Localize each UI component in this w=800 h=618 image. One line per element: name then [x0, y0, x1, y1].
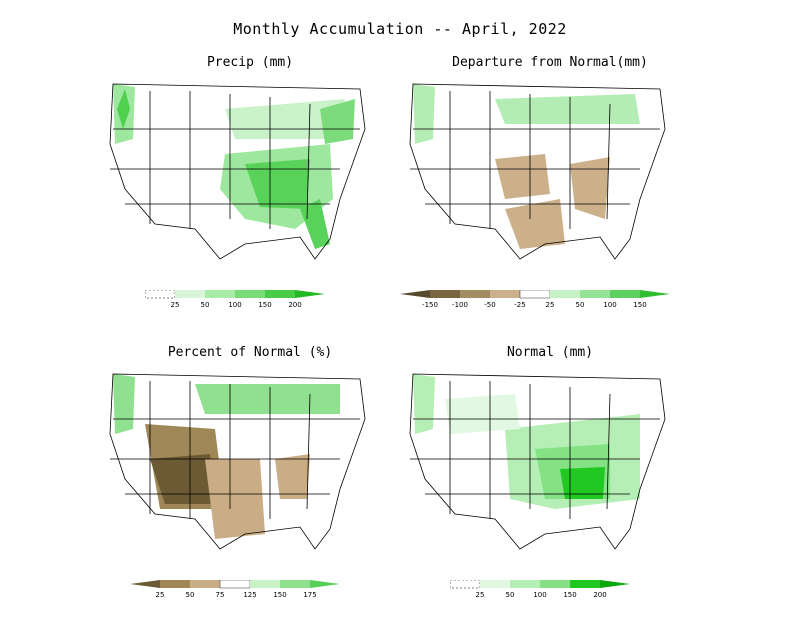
normal-panel-title: Normal (mm): [506, 345, 594, 360]
normal-colorbar-labels: 25 50 100 150 200: [476, 591, 607, 599]
departure-colorbar-label: 50: [576, 301, 585, 309]
normal-colorbar-label: 25: [476, 591, 485, 599]
normal-panel: Normal (mm) 25 50: [395, 345, 705, 599]
departure-map-fill: [407, 84, 665, 259]
departure-colorbar-label: 150: [633, 301, 646, 309]
departure-colorbar-label: -50: [484, 301, 495, 309]
percent-colorbar: 25 50 75 125 150 175: [130, 580, 370, 600]
precip-map-fill: [107, 84, 365, 259]
figure-title: Monthly Accumulation -- April, 2022: [233, 20, 567, 38]
departure-colorbar: -150 -100 -50 -25 25 50 100 150: [400, 290, 700, 310]
precip-colorbar-label: 100: [228, 301, 241, 309]
departure-colorbar-label: 25: [546, 301, 555, 309]
percent-colorbar-label: 75: [216, 591, 225, 599]
precip-panel-title: Precip (mm): [206, 55, 294, 70]
precip-colorbar-swatches: [145, 290, 325, 299]
normal-colorbar-label: 200: [593, 591, 606, 599]
departure-colorbar-label: -100: [452, 301, 468, 309]
departure-colorbar-label: -25: [514, 301, 525, 309]
departure-colorbar-label: -150: [422, 301, 438, 309]
precip-panel: Precip (mm) 2: [95, 55, 405, 309]
precip-colorbar: 25 50 100 150 200: [145, 290, 395, 310]
normal-colorbar-swatches: [450, 580, 630, 589]
percent-colorbar-swatches: [130, 580, 340, 589]
percent-colorbar-label: 50: [186, 591, 195, 599]
precip-colorbar-label: 25: [171, 301, 180, 309]
normal-map: [407, 373, 666, 550]
precip-map-boundaries: [109, 83, 366, 260]
departure-colorbar-labels: -150 -100 -50 -25 25 50 100 150: [422, 301, 647, 309]
normal-map-fill: [407, 374, 665, 549]
departure-panel: Departure from Normal(mm): [395, 55, 705, 309]
normal-colorbar-label: 150: [563, 591, 576, 599]
percent-map: [107, 373, 366, 550]
departure-colorbar-swatches: [400, 290, 670, 299]
precip-colorbar-label: 150: [258, 301, 271, 309]
departure-colorbar-label: 100: [603, 301, 616, 309]
precip-colorbar-label: 50: [201, 301, 210, 309]
percent-colorbar-label: 25: [156, 591, 165, 599]
precip-colorbar-label: 200: [288, 301, 301, 309]
percent-panel-title: Percent of Normal (%): [167, 345, 333, 360]
normal-colorbar-label: 100: [533, 591, 546, 599]
normal-map-boundaries: [409, 373, 666, 550]
percent-panel: Percent of Normal (%): [95, 345, 405, 599]
departure-map: [407, 83, 666, 260]
departure-map-boundaries: [409, 83, 666, 260]
percent-map-fill: [107, 374, 365, 549]
percent-colorbar-label: 175: [303, 591, 316, 599]
percent-map-boundaries: [109, 373, 366, 550]
normal-colorbar-label: 50: [506, 591, 515, 599]
percent-colorbar-label: 125: [243, 591, 256, 599]
precip-colorbar-labels: 25 50 100 150 200: [171, 301, 302, 309]
percent-colorbar-labels: 25 50 75 125 150 175: [156, 591, 317, 599]
percent-colorbar-label: 150: [273, 591, 286, 599]
departure-panel-title: Departure from Normal(mm): [452, 55, 648, 70]
normal-colorbar: 25 50 100 150 200: [450, 580, 700, 600]
precip-map: [107, 83, 366, 260]
